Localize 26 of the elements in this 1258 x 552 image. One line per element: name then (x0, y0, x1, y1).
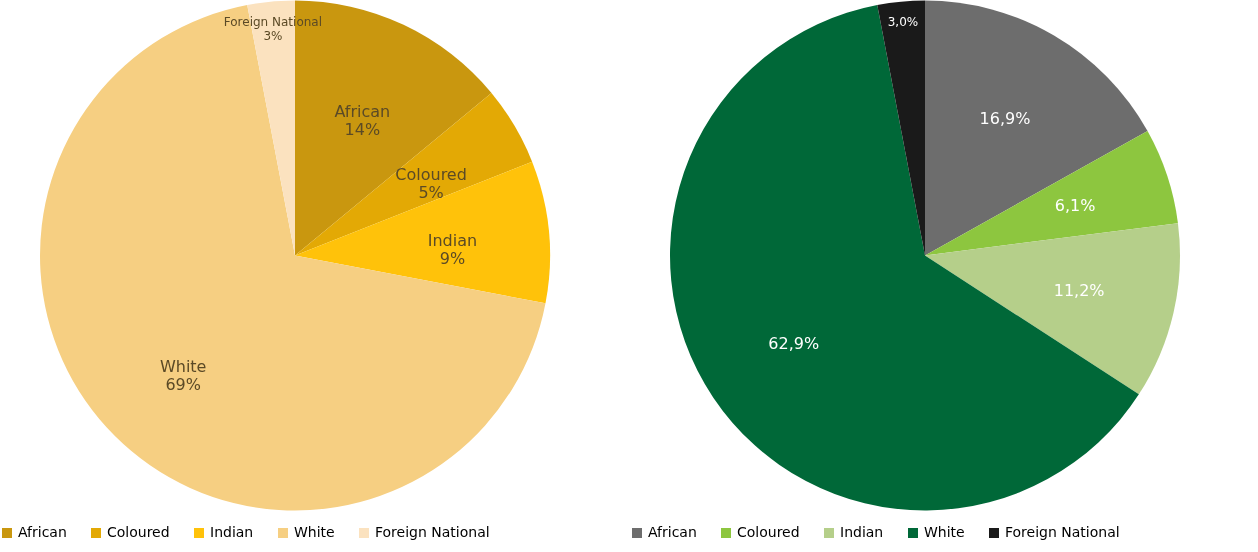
legend-label: Indian (210, 524, 254, 540)
data-label: Coloured 5% (395, 165, 467, 203)
legend-label: Foreign National (1005, 524, 1120, 540)
data-label: 62,9% (768, 333, 820, 353)
data-label: 16,9% (979, 109, 1031, 129)
legend-label: White (924, 524, 965, 540)
data-label: 6,1% (1054, 195, 1096, 215)
data-label: African 14% (334, 102, 391, 140)
legend-label: Coloured (737, 524, 800, 540)
data-label: 11,2% (1053, 280, 1105, 300)
data-label: White 69% (159, 357, 207, 395)
pie-slice (925, 0, 1148, 256)
data-label: Indian 9% (427, 230, 478, 268)
legend-label: White (294, 524, 335, 540)
legend-label: Foreign National (375, 524, 490, 540)
legend-label: Coloured (107, 524, 170, 540)
legend-label: Indian (840, 524, 884, 540)
pie-slice (670, 5, 1139, 511)
legend-label: African (18, 524, 67, 540)
legend-label: African (648, 524, 697, 540)
pie-slice (40, 5, 546, 511)
data-label: 3,0% (887, 14, 919, 29)
pie-slice (925, 131, 1178, 256)
pie-slice (877, 0, 925, 256)
pie-slice (925, 223, 1180, 395)
pie-slice (295, 161, 550, 304)
